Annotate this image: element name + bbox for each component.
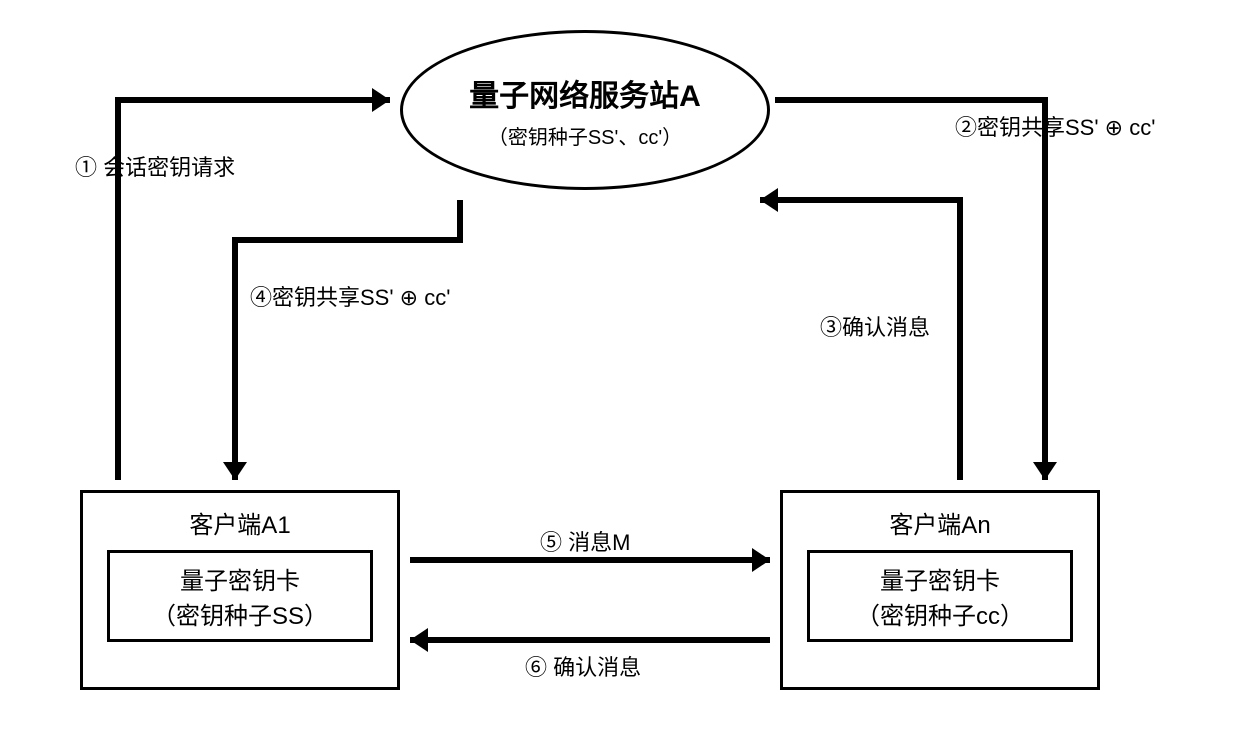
label-step-6: ⑥ 确认消息 (525, 650, 641, 682)
client-a1-keycard-subtitle: （密钥种子SS） (152, 596, 328, 631)
client-an-keycard-subtitle: （密钥种子cc） (856, 596, 1024, 631)
server-node: 量子网络服务站A （密钥种子SS'、cc'） (400, 30, 770, 190)
client-an-keycard: 量子密钥卡 （密钥种子cc） (807, 550, 1074, 642)
label-step-3: ③确认消息 (820, 310, 930, 342)
label-step-4: ④密钥共享SS' ⊕ cc' (250, 280, 450, 312)
client-a1-keycard-title: 量子密钥卡 (180, 561, 300, 596)
server-title: 量子网络服务站A (469, 71, 701, 115)
client-a1-title: 客户端A1 (189, 505, 290, 540)
client-an-keycard-title: 量子密钥卡 (880, 561, 1000, 596)
client-a1-keycard: 量子密钥卡 （密钥种子SS） (107, 550, 374, 642)
label-step-5: ⑤ 消息M (540, 525, 630, 557)
client-an-title: 客户端An (889, 505, 990, 540)
label-step-2: ②密钥共享SS' ⊕ cc' (955, 110, 1155, 142)
label-step-1: ① 会话密钥请求 (75, 150, 235, 182)
server-subtitle: （密钥种子SS'、cc'） (488, 121, 682, 150)
diagram-canvas: 量子网络服务站A （密钥种子SS'、cc'） 客户端A1 量子密钥卡 （密钥种子… (0, 0, 1240, 733)
client-an-node: 客户端An 量子密钥卡 （密钥种子cc） (780, 490, 1100, 690)
client-a1-node: 客户端A1 量子密钥卡 （密钥种子SS） (80, 490, 400, 690)
